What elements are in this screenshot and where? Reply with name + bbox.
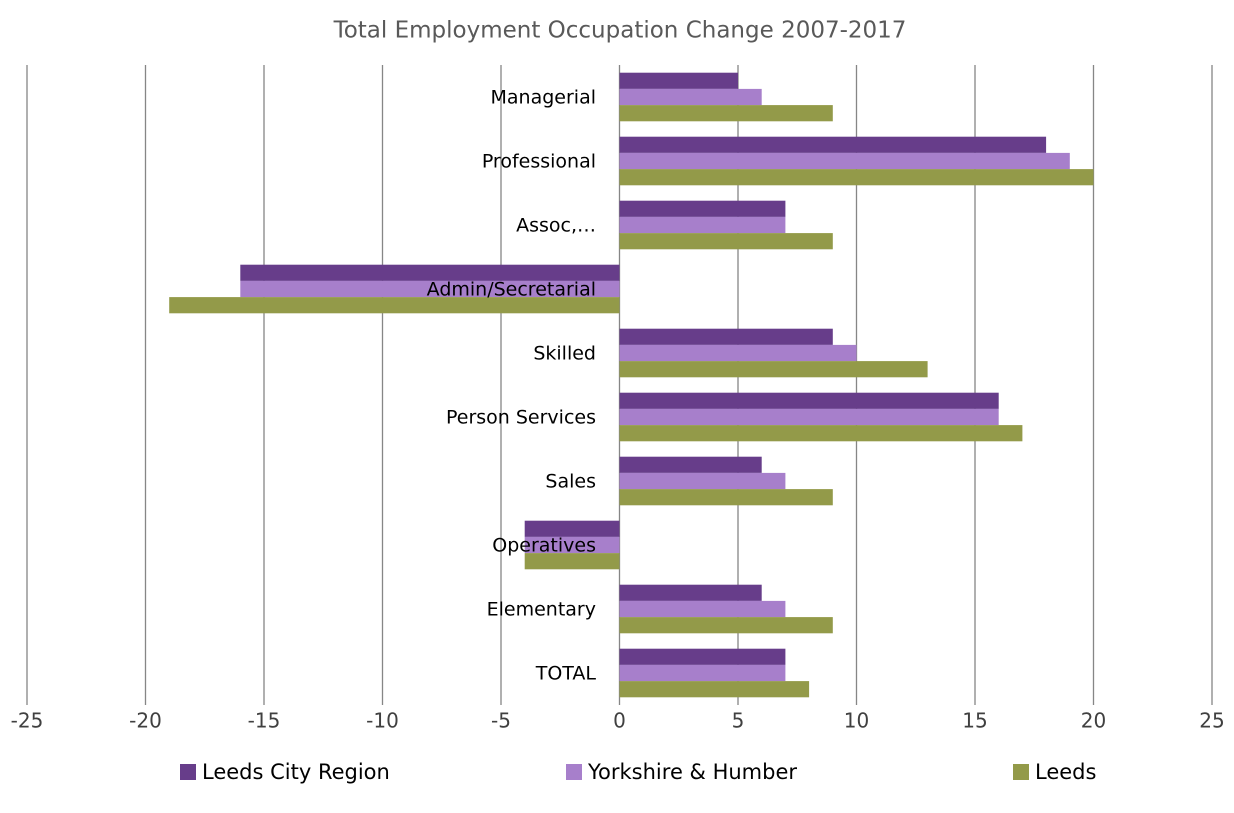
bar — [619, 361, 928, 378]
legend-swatch — [1013, 764, 1029, 780]
x-tick-label: -20 — [129, 709, 162, 733]
bar — [524, 553, 620, 570]
bar — [619, 136, 1047, 153]
bar — [240, 264, 620, 281]
x-tick-label: 15 — [962, 709, 987, 733]
bar — [240, 280, 620, 298]
bar — [619, 105, 833, 122]
category-label: Assoc,… — [516, 215, 596, 237]
category-label: Managerial — [491, 87, 596, 109]
x-tick-label: 10 — [844, 709, 869, 733]
bar — [619, 681, 810, 698]
bar — [619, 425, 1023, 442]
bar — [619, 328, 833, 345]
chart-title: Total Employment Occupation Change 2007-… — [333, 18, 907, 44]
x-tick-label: 20 — [1081, 709, 1106, 733]
x-tick-label: 25 — [1199, 709, 1224, 733]
bar — [619, 648, 786, 665]
bar — [619, 584, 762, 601]
bar — [619, 169, 1094, 186]
bar — [619, 200, 786, 217]
category-label: TOTAL — [535, 663, 597, 685]
bar — [619, 216, 786, 234]
bar — [619, 233, 833, 250]
x-tick-label: 5 — [732, 709, 745, 733]
category-label: Skilled — [533, 343, 596, 365]
category-label: Elementary — [487, 599, 596, 621]
bar — [619, 664, 786, 682]
category-label: Admin/Secretarial — [427, 279, 596, 301]
x-tick-label: -10 — [366, 709, 399, 733]
bar — [619, 600, 786, 618]
bar — [619, 72, 738, 89]
x-tick-label: -15 — [248, 709, 281, 733]
x-tick-label: -5 — [491, 709, 511, 733]
category-label: Professional — [482, 151, 596, 173]
bar — [619, 489, 833, 506]
bar — [619, 408, 999, 426]
bar — [619, 152, 1070, 170]
bar — [524, 536, 620, 554]
bar — [619, 617, 833, 634]
bar — [619, 344, 857, 362]
bar — [619, 456, 762, 473]
bar — [524, 520, 620, 537]
category-label: Operatives — [492, 535, 596, 557]
x-tick-label: -25 — [11, 709, 44, 733]
bar — [619, 392, 999, 409]
legend-label: Yorkshire & Humber — [587, 760, 797, 784]
legend-label: Leeds — [1035, 760, 1096, 784]
bar — [619, 88, 762, 106]
legend-label: Leeds City Region — [202, 760, 390, 784]
x-tick-label: 0 — [613, 709, 626, 733]
bar — [169, 297, 620, 314]
category-label: Person Services — [446, 407, 596, 429]
legend-swatch — [180, 764, 196, 780]
category-label: Sales — [545, 471, 596, 493]
legend-swatch — [566, 764, 582, 780]
bar — [619, 472, 786, 490]
